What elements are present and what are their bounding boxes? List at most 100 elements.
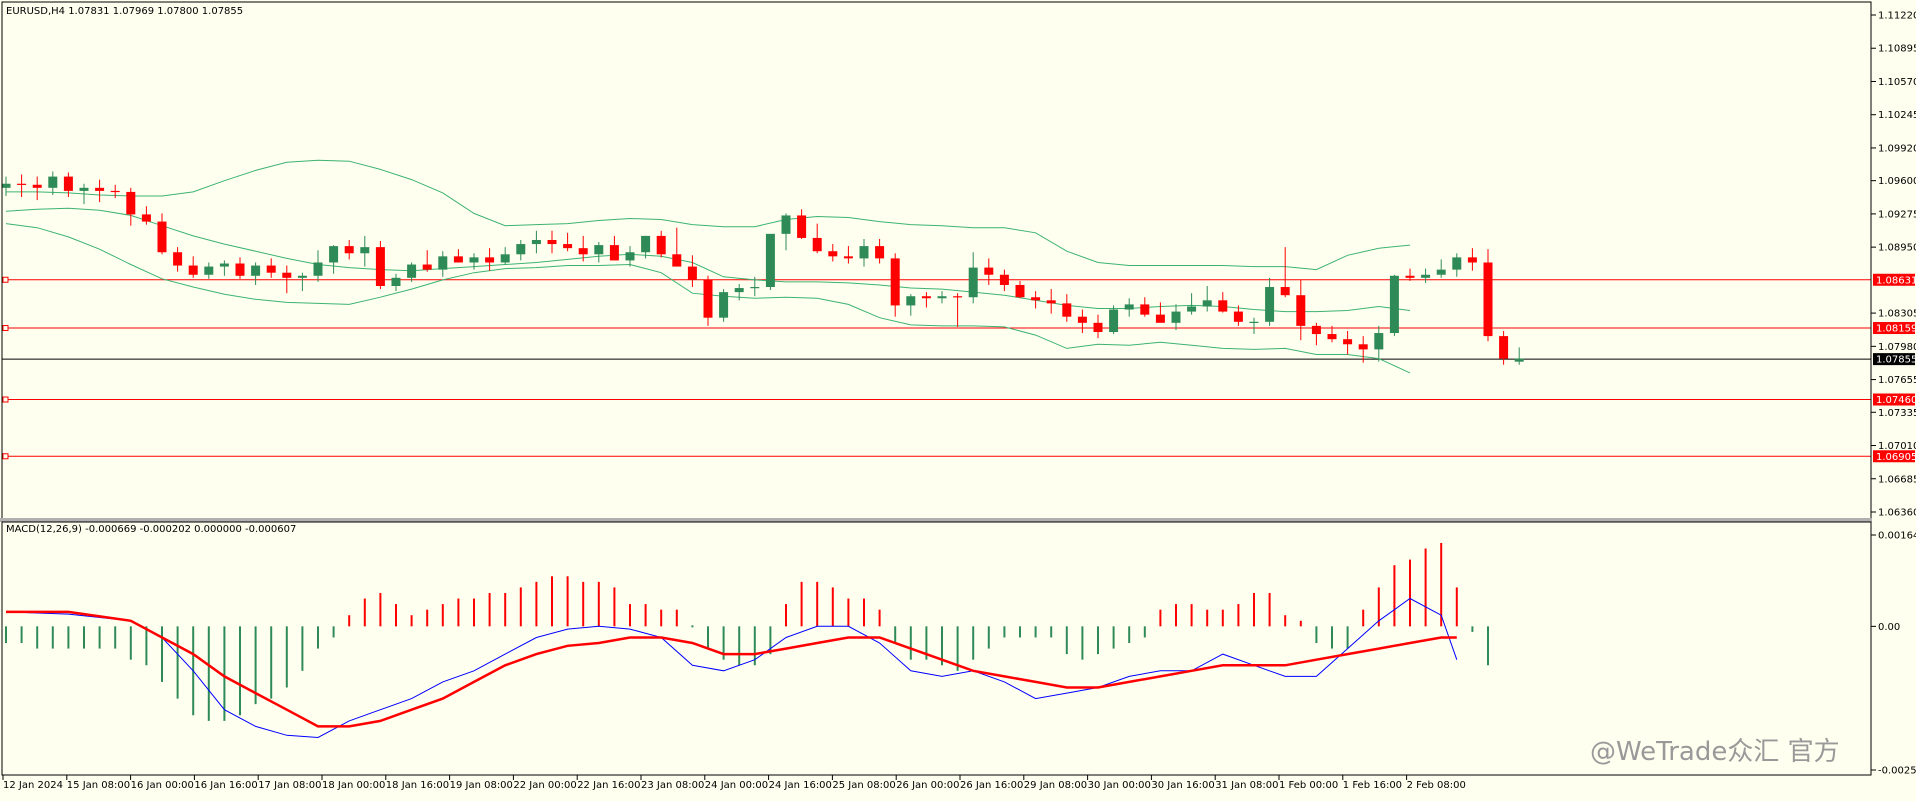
candle — [173, 247, 183, 272]
candle — [266, 258, 276, 278]
signal-line — [6, 610, 1457, 728]
candle-body — [890, 258, 900, 306]
candle — [1343, 330, 1353, 355]
level-price-label: 1.08159 — [1876, 324, 1916, 335]
candle — [453, 249, 463, 263]
candle — [547, 230, 557, 254]
candle — [1374, 325, 1384, 362]
level-price-label-box — [1873, 450, 1915, 463]
candle-body — [1187, 306, 1197, 312]
price-axis-tick-label: 1.10895 — [1878, 44, 1916, 55]
level-price-label-box — [1873, 393, 1915, 406]
candle-body — [1296, 295, 1306, 326]
time-axis-label: 2 Feb 08:00 — [1407, 780, 1466, 791]
candle-body — [173, 252, 183, 266]
level-price-label: 1.06905 — [1876, 452, 1916, 463]
pane-separator[interactable] — [0, 518, 1872, 522]
candle — [781, 213, 791, 251]
price-axis-tick-label: 1.07655 — [1878, 375, 1916, 386]
candle-body — [453, 256, 463, 263]
candle-body — [1343, 339, 1353, 345]
price-pane[interactable] — [1, 159, 1872, 460]
candle — [219, 260, 229, 276]
candle — [1311, 322, 1321, 346]
candle-body — [719, 292, 729, 318]
candle — [1421, 268, 1431, 283]
candle — [609, 235, 619, 261]
price-axis-tick-label: 1.10245 — [1878, 110, 1916, 121]
candle-body — [235, 263, 245, 276]
candle — [1514, 347, 1524, 365]
candle-body — [1389, 275, 1399, 334]
candle-body — [422, 264, 432, 270]
macd-line — [5, 597, 1458, 739]
candle-body — [703, 279, 713, 318]
level-handle-3 — [2, 453, 9, 460]
candle-body — [547, 239, 557, 245]
candle-body — [79, 187, 89, 191]
candle-body — [953, 296, 963, 298]
candle-body — [1311, 325, 1321, 335]
candle — [1109, 305, 1119, 335]
candle-body — [1015, 284, 1025, 298]
candle — [750, 276, 760, 297]
candle-body — [578, 248, 588, 255]
candle-body — [625, 252, 635, 261]
level-price-label-box — [1873, 273, 1915, 286]
candle-body — [126, 191, 136, 215]
candle — [407, 262, 417, 282]
candle — [1327, 325, 1337, 343]
price-axis-tick-label: 1.07980 — [1878, 342, 1916, 353]
candle-body — [313, 262, 323, 276]
candle-body — [968, 267, 978, 298]
candle-body — [204, 266, 214, 275]
candle-body — [828, 251, 838, 257]
candle-body — [438, 256, 448, 270]
candle — [1218, 292, 1228, 313]
candle — [157, 213, 167, 255]
candle — [1280, 247, 1290, 298]
price-axis-tick-label: 1.06360 — [1878, 508, 1916, 519]
candle — [1358, 336, 1368, 363]
candle — [110, 184, 120, 199]
candle-body — [266, 265, 276, 273]
candle — [1296, 279, 1306, 341]
candle-body — [1218, 300, 1228, 312]
price-axis-tick-label: 1.08305 — [1878, 309, 1916, 320]
candle — [126, 187, 136, 226]
candle-body — [1280, 287, 1290, 296]
level-price-label-box — [1873, 322, 1915, 335]
candle-body — [1140, 304, 1150, 315]
candle-body — [1265, 287, 1275, 322]
candle — [875, 238, 885, 264]
candle-body — [765, 233, 775, 288]
candle — [282, 265, 292, 294]
price-axis-tick-label: 1.09600 — [1878, 176, 1916, 187]
candle-body — [641, 235, 651, 253]
candle-body — [812, 237, 822, 252]
time-axis-label: 31 Jan 08:00 — [1215, 780, 1278, 791]
axes-layer: 1.11220 1.10895 1.10570 1.10245 1.09920 1.096… — [2, 11, 1916, 791]
candle-body — [407, 264, 417, 278]
time-axis-label: 18 Jan 16:00 — [386, 780, 449, 791]
macd-axis-tick-label: 0.001643 — [1878, 531, 1916, 542]
candle — [251, 262, 261, 285]
time-axis-label: 16 Jan 16:00 — [194, 780, 257, 791]
macd-pane[interactable] — [5, 542, 1489, 739]
candle-body — [1202, 300, 1212, 307]
macd-pane-border — [1, 521, 1872, 776]
candle-body — [594, 245, 604, 255]
candle — [1171, 304, 1181, 330]
time-axis-label: 24 Jan 16:00 — [769, 780, 832, 791]
candle — [48, 171, 58, 195]
candle-body — [500, 254, 510, 263]
candle — [1093, 314, 1103, 339]
candle — [188, 256, 198, 278]
candle-body — [1155, 314, 1165, 323]
candle — [765, 233, 775, 291]
time-axis-label: 1 Feb 00:00 — [1279, 780, 1338, 791]
macd-histogram-bar — [691, 625, 694, 628]
candle-body — [95, 187, 105, 191]
